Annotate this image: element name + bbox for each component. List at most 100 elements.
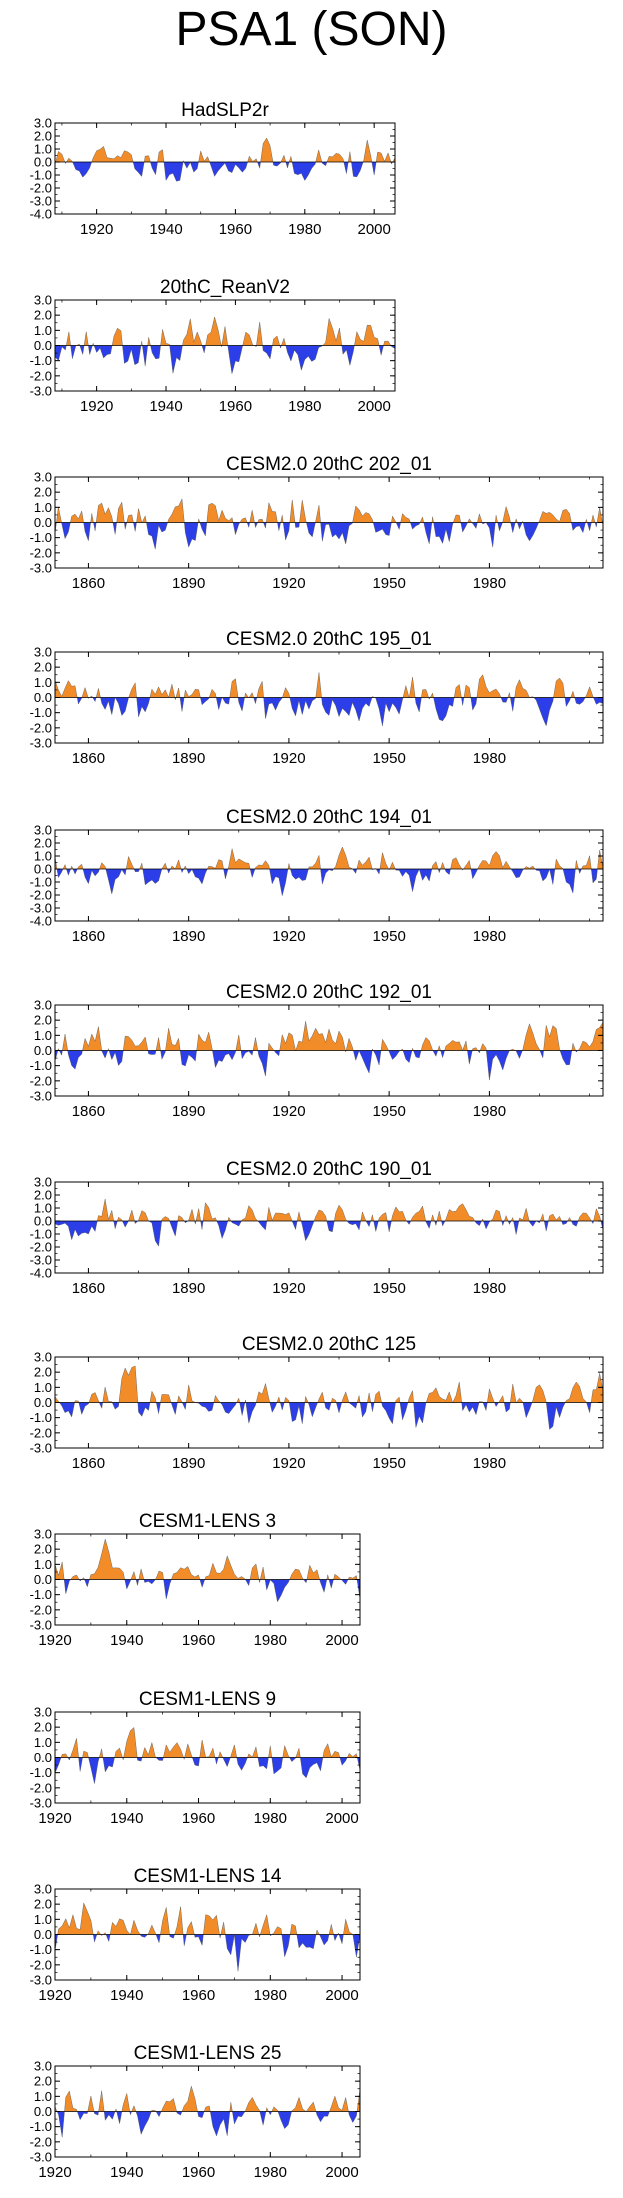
y-tick-label: -1.0 <box>30 705 52 720</box>
plot-frame <box>54 122 396 215</box>
panel-12: CESM1-LENS 25 3.02.01.00.0-1.0-2.0-3.0192… <box>30 2043 361 2181</box>
x-tick-label: 1950 <box>372 928 405 945</box>
page-title: PSA1 (SON) <box>175 3 448 56</box>
y-tick-label: -1.0 <box>30 1942 52 1957</box>
x-tick-label: 1980 <box>288 398 321 415</box>
y-tick-label: 0.0 <box>34 1927 52 1942</box>
x-tick-label: 1890 <box>172 1280 205 1297</box>
y-tick-label: -2.0 <box>30 1957 52 1972</box>
y-tick-label: -1.0 <box>30 1058 52 1073</box>
y-tick-label: 2.0 <box>34 308 52 323</box>
y-tick-label: -4.0 <box>30 914 52 929</box>
y-tick-label: -1.0 <box>30 1765 52 1780</box>
y-tick-label: -2.0 <box>30 545 52 560</box>
x-tick-label: 1980 <box>473 575 506 592</box>
y-tick-label: 2.0 <box>34 1188 52 1203</box>
panel-11: CESM1-LENS 14 3.02.01.00.0-1.0-2.0-3.0192… <box>30 1866 361 2004</box>
series-line <box>54 1365 604 1430</box>
x-tick-label: 2000 <box>325 1810 358 1827</box>
x-tick-label: 1940 <box>110 1632 143 1649</box>
x-tick-label: 1980 <box>473 750 506 767</box>
y-tick-label: 0.0 <box>34 515 52 530</box>
x-tick-label: 1960 <box>182 2164 215 2181</box>
x-tick-label: 1960 <box>182 1632 215 1649</box>
y-tick-label: 0.0 <box>34 1214 52 1229</box>
panel-9: CESM1-LENS 3 3.02.01.00.0-1.0-2.0-3.01920… <box>30 1511 361 1649</box>
series-line <box>54 1538 361 1603</box>
x-tick-label: 1920 <box>38 1632 71 1649</box>
positive-area <box>55 316 395 346</box>
x-tick-label: 1860 <box>72 928 105 945</box>
y-tick-label: -1.0 <box>30 2119 52 2134</box>
x-tick-label: 1960 <box>219 398 252 415</box>
y-tick-label: -2.0 <box>30 181 52 196</box>
x-tick-label: 1920 <box>38 2164 71 2181</box>
y-tick-label: -1.0 <box>30 1587 52 1602</box>
positive-area <box>55 137 395 162</box>
y-tick-label: 0.0 <box>34 1395 52 1410</box>
y-tick-label: -2.0 <box>30 368 52 383</box>
y-tick-label: -3.0 <box>30 1253 52 1268</box>
positive-area <box>55 1021 603 1051</box>
panel-title: CESM1-LENS 3 <box>139 1511 276 1532</box>
y-tick-label: 0.0 <box>34 1572 52 1587</box>
y-tick-label: -3.0 <box>30 384 52 399</box>
negative-area <box>55 1221 603 1247</box>
y-tick-label: -2.0 <box>30 1780 52 1795</box>
series-line <box>54 1198 604 1247</box>
x-tick-label: 1940 <box>149 221 182 238</box>
x-tick-label: 1950 <box>372 575 405 592</box>
y-tick-label: 2.0 <box>34 836 52 851</box>
x-tick-label: 1920 <box>38 1810 71 1827</box>
x-tick-label: 1950 <box>372 1103 405 1120</box>
y-tick-label: 3.0 <box>34 1527 52 1542</box>
y-tick-label: 2.0 <box>34 2074 52 2089</box>
y-tick-label: 1.0 <box>34 849 52 864</box>
y-tick-label: -2.0 <box>30 1240 52 1255</box>
panel-10: CESM1-LENS 9 3.02.01.00.0-1.0-2.0-3.01920… <box>30 1689 361 1827</box>
y-tick-label: 3.0 <box>34 470 52 485</box>
x-tick-label: 2000 <box>325 1632 358 1649</box>
y-tick-label: 3.0 <box>34 998 52 1013</box>
negative-area <box>55 162 395 182</box>
x-tick-label: 1890 <box>172 928 205 945</box>
positive-area <box>55 1727 360 1758</box>
positive-area <box>55 1199 603 1221</box>
x-tick-label: 1980 <box>473 928 506 945</box>
series-line <box>54 1021 604 1081</box>
negative-area <box>55 1934 360 1972</box>
x-tick-label: 1860 <box>72 750 105 767</box>
y-tick-label: -2.0 <box>30 1602 52 1617</box>
panel-title: 20thC_ReanV2 <box>160 277 290 298</box>
y-tick-label: 2.0 <box>34 129 52 144</box>
y-tick-label: 2.0 <box>34 1897 52 1912</box>
x-tick-label: 1960 <box>182 1987 215 2004</box>
y-tick-label: 1.0 <box>34 1735 52 1750</box>
panel-4: CESM2.0 20thC 195_01 3.02.01.00.0-1.0-2.0… <box>30 629 604 767</box>
y-tick-label: 2.0 <box>34 660 52 675</box>
x-tick-label: 1920 <box>272 1455 305 1472</box>
x-tick-label: 1980 <box>473 1455 506 1472</box>
y-tick-label: 1.0 <box>34 2089 52 2104</box>
x-tick-label: 1980 <box>254 1632 287 1649</box>
panel-8: CESM2.0 20thC 125 3.02.01.00.0-1.0-2.0-3.… <box>30 1334 604 1472</box>
y-tick-label: 3.0 <box>34 1882 52 1897</box>
x-tick-label: 1860 <box>72 1280 105 1297</box>
panel-title: CESM1-LENS 9 <box>139 1689 276 1710</box>
panel-title: CESM2.0 20thC 202_01 <box>226 454 432 475</box>
x-tick-label: 1940 <box>149 398 182 415</box>
panel-title: CESM2.0 20thC 190_01 <box>226 1159 432 1180</box>
y-tick-label: 0.0 <box>34 1750 52 1765</box>
y-tick-label: -2.0 <box>30 2134 52 2149</box>
y-tick-label: 3.0 <box>34 2059 52 2074</box>
x-tick-label: 1960 <box>219 221 252 238</box>
x-tick-label: 1920 <box>80 398 113 415</box>
x-tick-label: 1920 <box>272 928 305 945</box>
y-tick-label: 3.0 <box>34 293 52 308</box>
x-tick-label: 1890 <box>172 750 205 767</box>
negative-area <box>55 1402 603 1430</box>
y-tick-label: -1.0 <box>30 1227 52 1242</box>
y-tick-label: 2.0 <box>34 1542 52 1557</box>
y-tick-label: 3.0 <box>34 645 52 660</box>
